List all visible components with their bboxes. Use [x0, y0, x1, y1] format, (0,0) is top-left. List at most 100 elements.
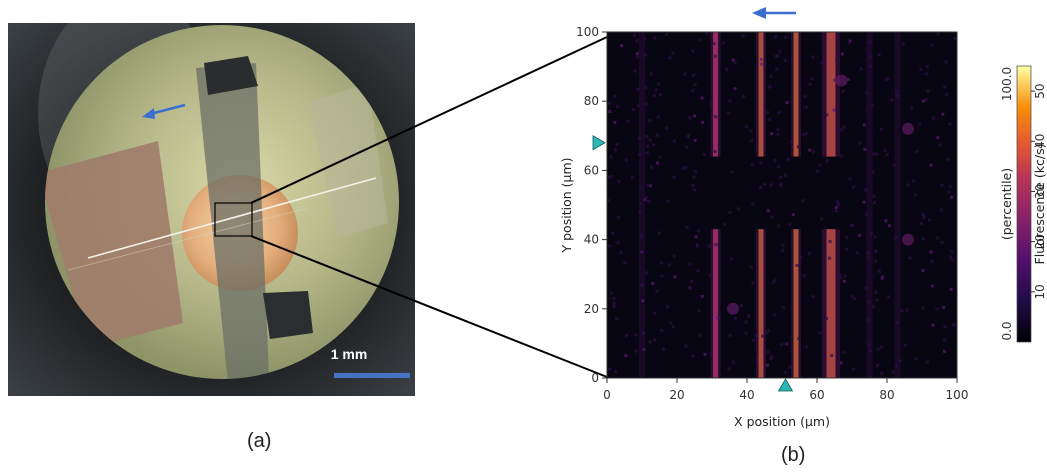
speckle: [846, 77, 850, 81]
speckle: [693, 169, 697, 173]
speckle: [796, 145, 800, 149]
speckle: [935, 307, 939, 311]
speckle: [773, 158, 777, 162]
speckle: [637, 136, 641, 140]
speckle: [769, 357, 773, 361]
speckle: [825, 316, 829, 320]
speckle: [838, 273, 842, 277]
speckle: [894, 236, 898, 240]
speckle: [922, 214, 926, 218]
colorbar-tick-label: 40: [1033, 134, 1047, 149]
speckle: [852, 185, 856, 189]
speckle: [691, 89, 695, 93]
speckle: [924, 72, 928, 76]
fluorescence-glow-lower: [791, 229, 801, 378]
speckle: [755, 358, 759, 362]
speckle: [656, 82, 660, 86]
fluorescence-glow-lower: [822, 229, 840, 378]
speckle: [653, 338, 657, 342]
speckle: [638, 152, 642, 156]
speckle: [648, 118, 652, 122]
fluorescence-glow-lower: [710, 229, 721, 378]
faint-line: [866, 32, 873, 378]
speckle: [880, 372, 884, 376]
speckle: [768, 85, 772, 89]
fluorescence-spot: [835, 74, 848, 87]
fluorescence-line-lower: [713, 229, 718, 378]
speckle: [649, 165, 653, 169]
speckle: [668, 56, 672, 60]
fluorescence-line-upper: [826, 32, 836, 157]
speckle: [684, 344, 688, 348]
speckle: [635, 39, 639, 43]
speckle: [891, 370, 895, 374]
speckle: [877, 269, 881, 273]
speckle: [759, 186, 763, 190]
speckle: [840, 128, 844, 132]
speckle: [941, 112, 945, 116]
speckle: [785, 100, 789, 104]
speckle: [644, 195, 648, 199]
colorbar-tick-label: 10: [1033, 284, 1047, 299]
speckle: [913, 193, 917, 197]
x-tick-label: 100: [946, 388, 969, 402]
fluorescence-line-lower: [826, 229, 836, 378]
speckle: [851, 367, 855, 371]
speckle: [783, 370, 787, 374]
speckle: [777, 165, 781, 169]
speckle: [832, 108, 836, 112]
speckle: [647, 199, 651, 203]
speckle: [608, 101, 612, 105]
left-electrode-pad: [45, 141, 183, 348]
speckle: [858, 141, 862, 145]
speckle: [672, 139, 676, 143]
speckle: [648, 340, 652, 344]
speckle: [766, 350, 770, 354]
speckle: [936, 32, 940, 36]
speckle: [930, 260, 934, 264]
speckle: [608, 109, 612, 113]
speckle: [671, 51, 675, 55]
speckle: [822, 119, 826, 123]
speckle: [607, 175, 611, 179]
speckle: [635, 52, 639, 56]
speckle: [713, 150, 717, 154]
speckle: [730, 170, 734, 174]
speckle: [652, 94, 656, 98]
speckle: [773, 278, 777, 282]
speckle: [612, 304, 616, 308]
speckle: [944, 60, 948, 64]
speckle: [788, 365, 792, 369]
speckle: [775, 67, 779, 71]
speckle: [644, 102, 648, 106]
speckle: [730, 257, 734, 261]
speckle: [917, 122, 921, 126]
speckle: [845, 247, 849, 251]
speckle: [759, 161, 763, 165]
speckle: [905, 308, 909, 312]
zoom-connector-bottom: [250, 235, 608, 378]
speckle: [665, 33, 669, 37]
speckle: [640, 250, 644, 254]
speckle: [943, 325, 947, 329]
speckle: [896, 94, 900, 98]
speckle: [766, 363, 770, 367]
speckle: [791, 213, 795, 217]
speckle: [930, 43, 934, 47]
speckle: [613, 148, 617, 152]
speckle: [950, 249, 954, 253]
speckle: [687, 285, 691, 289]
speckle: [908, 256, 912, 260]
speckle: [852, 296, 856, 300]
speckle: [892, 163, 896, 167]
speckle: [774, 54, 778, 58]
speckle: [862, 200, 866, 204]
speckle: [837, 203, 841, 207]
speckle: [714, 243, 718, 247]
speckle: [779, 175, 783, 179]
speckle: [845, 236, 849, 240]
speckle: [655, 133, 659, 137]
direction-arrow-icon: [142, 108, 155, 119]
speckle: [770, 132, 774, 136]
speckle: [673, 275, 677, 279]
